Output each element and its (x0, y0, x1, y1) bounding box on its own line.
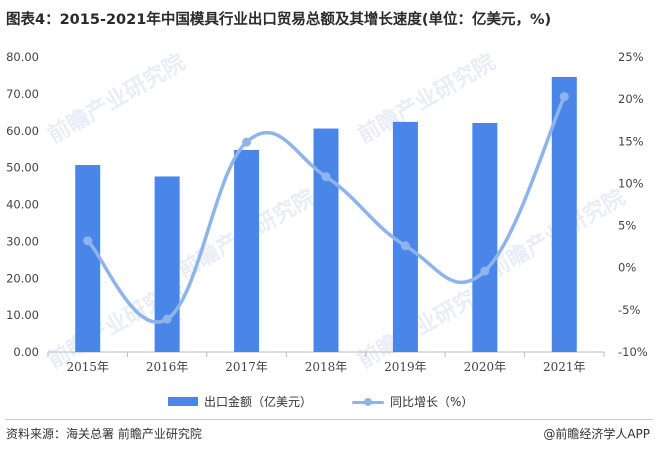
legend-label-growth: 同比增长（%） (390, 395, 474, 409)
brand-credit: @前瞻经济学人APP (543, 427, 650, 441)
bar-2015年 (75, 165, 101, 352)
watermark-text: 前瞻产业研究院 (43, 49, 189, 149)
y-right-tick-label: 10% (618, 176, 644, 190)
legend-swatch-line (352, 397, 384, 407)
line-point-2017年 (242, 137, 252, 147)
legend-item-growth: 同比增长（%） (352, 393, 473, 410)
source-note: 资料来源：海关总署 前瞻产业研究院 (6, 427, 202, 441)
line-point-2021年 (559, 92, 569, 102)
bar-2020年 (472, 123, 498, 352)
legend-item-export: 出口金额（亿美元） (168, 393, 312, 410)
x-tick-label: 2020年 (464, 360, 507, 374)
y-left-tick-label: 70.00 (6, 87, 39, 101)
y-left-tick-label: 50.00 (6, 161, 39, 175)
line-point-2019年 (400, 241, 410, 251)
x-tick-label: 2015年 (66, 360, 109, 374)
chart-title: 图表4：2015-2021年中国模具行业出口贸易总额及其增长速度(单位：亿美元，… (6, 12, 552, 28)
y-left-tick-label: 20.00 (6, 271, 39, 285)
y-left-tick-label: 0.00 (13, 345, 39, 359)
chart-svg: 前瞻产业研究院前瞻产业研究院前瞻产业研究院前瞻产业研究院前瞻产业研究院前瞻产业研… (6, 49, 648, 374)
y-right-tick-label: 0% (618, 261, 636, 275)
legend: 出口金额（亿美元） 同比增长（%） (0, 393, 658, 413)
line-point-2015年 (83, 236, 93, 246)
y-right-tick-label: 15% (618, 134, 644, 148)
x-tick-label: 2017年 (225, 360, 268, 374)
line-point-2016年 (162, 314, 172, 324)
y-right-tick-label: 5% (618, 219, 636, 233)
x-tick-label: 2018年 (305, 360, 348, 374)
y-right-tick-label: 20% (618, 92, 644, 106)
y-right-tick-label: -10% (618, 345, 648, 359)
bar-2021年 (551, 76, 577, 352)
y-left-tick-label: 30.00 (6, 234, 39, 248)
y-right-tick-label: 25% (618, 50, 644, 64)
bar-2018年 (313, 128, 339, 352)
footer-divider (5, 419, 653, 420)
x-tick-label: 2019年 (384, 360, 427, 374)
line-point-2018年 (321, 172, 331, 182)
line-point-2020年 (480, 266, 490, 276)
y-left-tick-label: 10.00 (6, 308, 39, 322)
x-tick-label: 2021年 (543, 360, 586, 374)
bar-2016年 (154, 176, 180, 352)
y-left-tick-label: 80.00 (6, 50, 39, 64)
bar-2019年 (392, 121, 418, 353)
y-left-tick-label: 60.00 (6, 124, 39, 138)
y-right-tick-label: -5% (618, 303, 640, 317)
y-left-tick-label: 40.00 (6, 198, 39, 212)
bar-2017年 (234, 149, 260, 352)
legend-swatch-bar (168, 397, 198, 406)
x-tick-label: 2016年 (146, 360, 189, 374)
legend-label-export: 出口金额（亿美元） (204, 395, 313, 409)
